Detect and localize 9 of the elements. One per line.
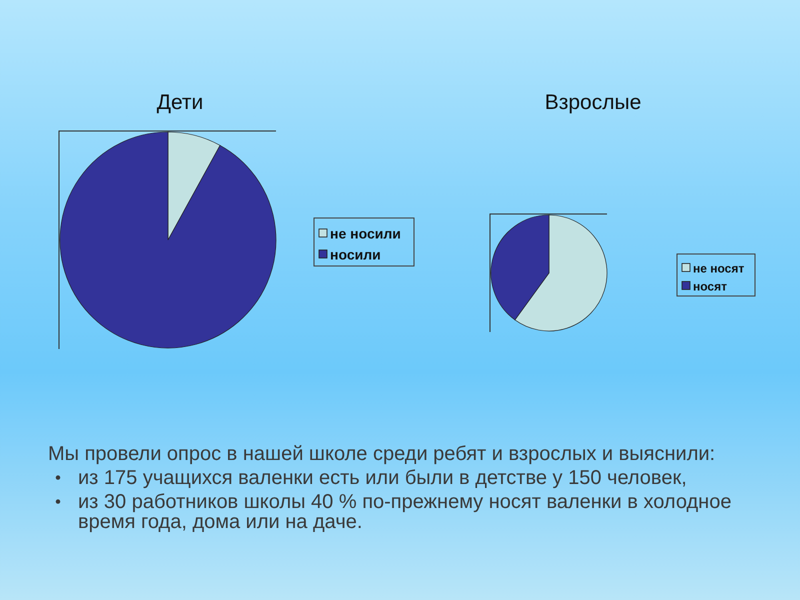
legend-label: носят <box>693 279 728 294</box>
chart-title: Дети <box>156 91 204 114</box>
legend-label: носили <box>330 246 381 263</box>
legend-label: не носят <box>693 261 744 276</box>
chart-title: Взрослые <box>544 91 642 114</box>
text: Мы провели опрос в нашей школе среди ребят и взрослых и выяснили: <box>48 443 716 465</box>
text: из 175 учащихся валенки есть или были в детстве у 150 человек, <box>78 467 687 489</box>
legend-label: не носили <box>330 226 401 242</box>
text: из 30 работников школы 40 % по-прежнему носят валенки в холодное время года, дома или на даче. <box>78 491 732 533</box>
